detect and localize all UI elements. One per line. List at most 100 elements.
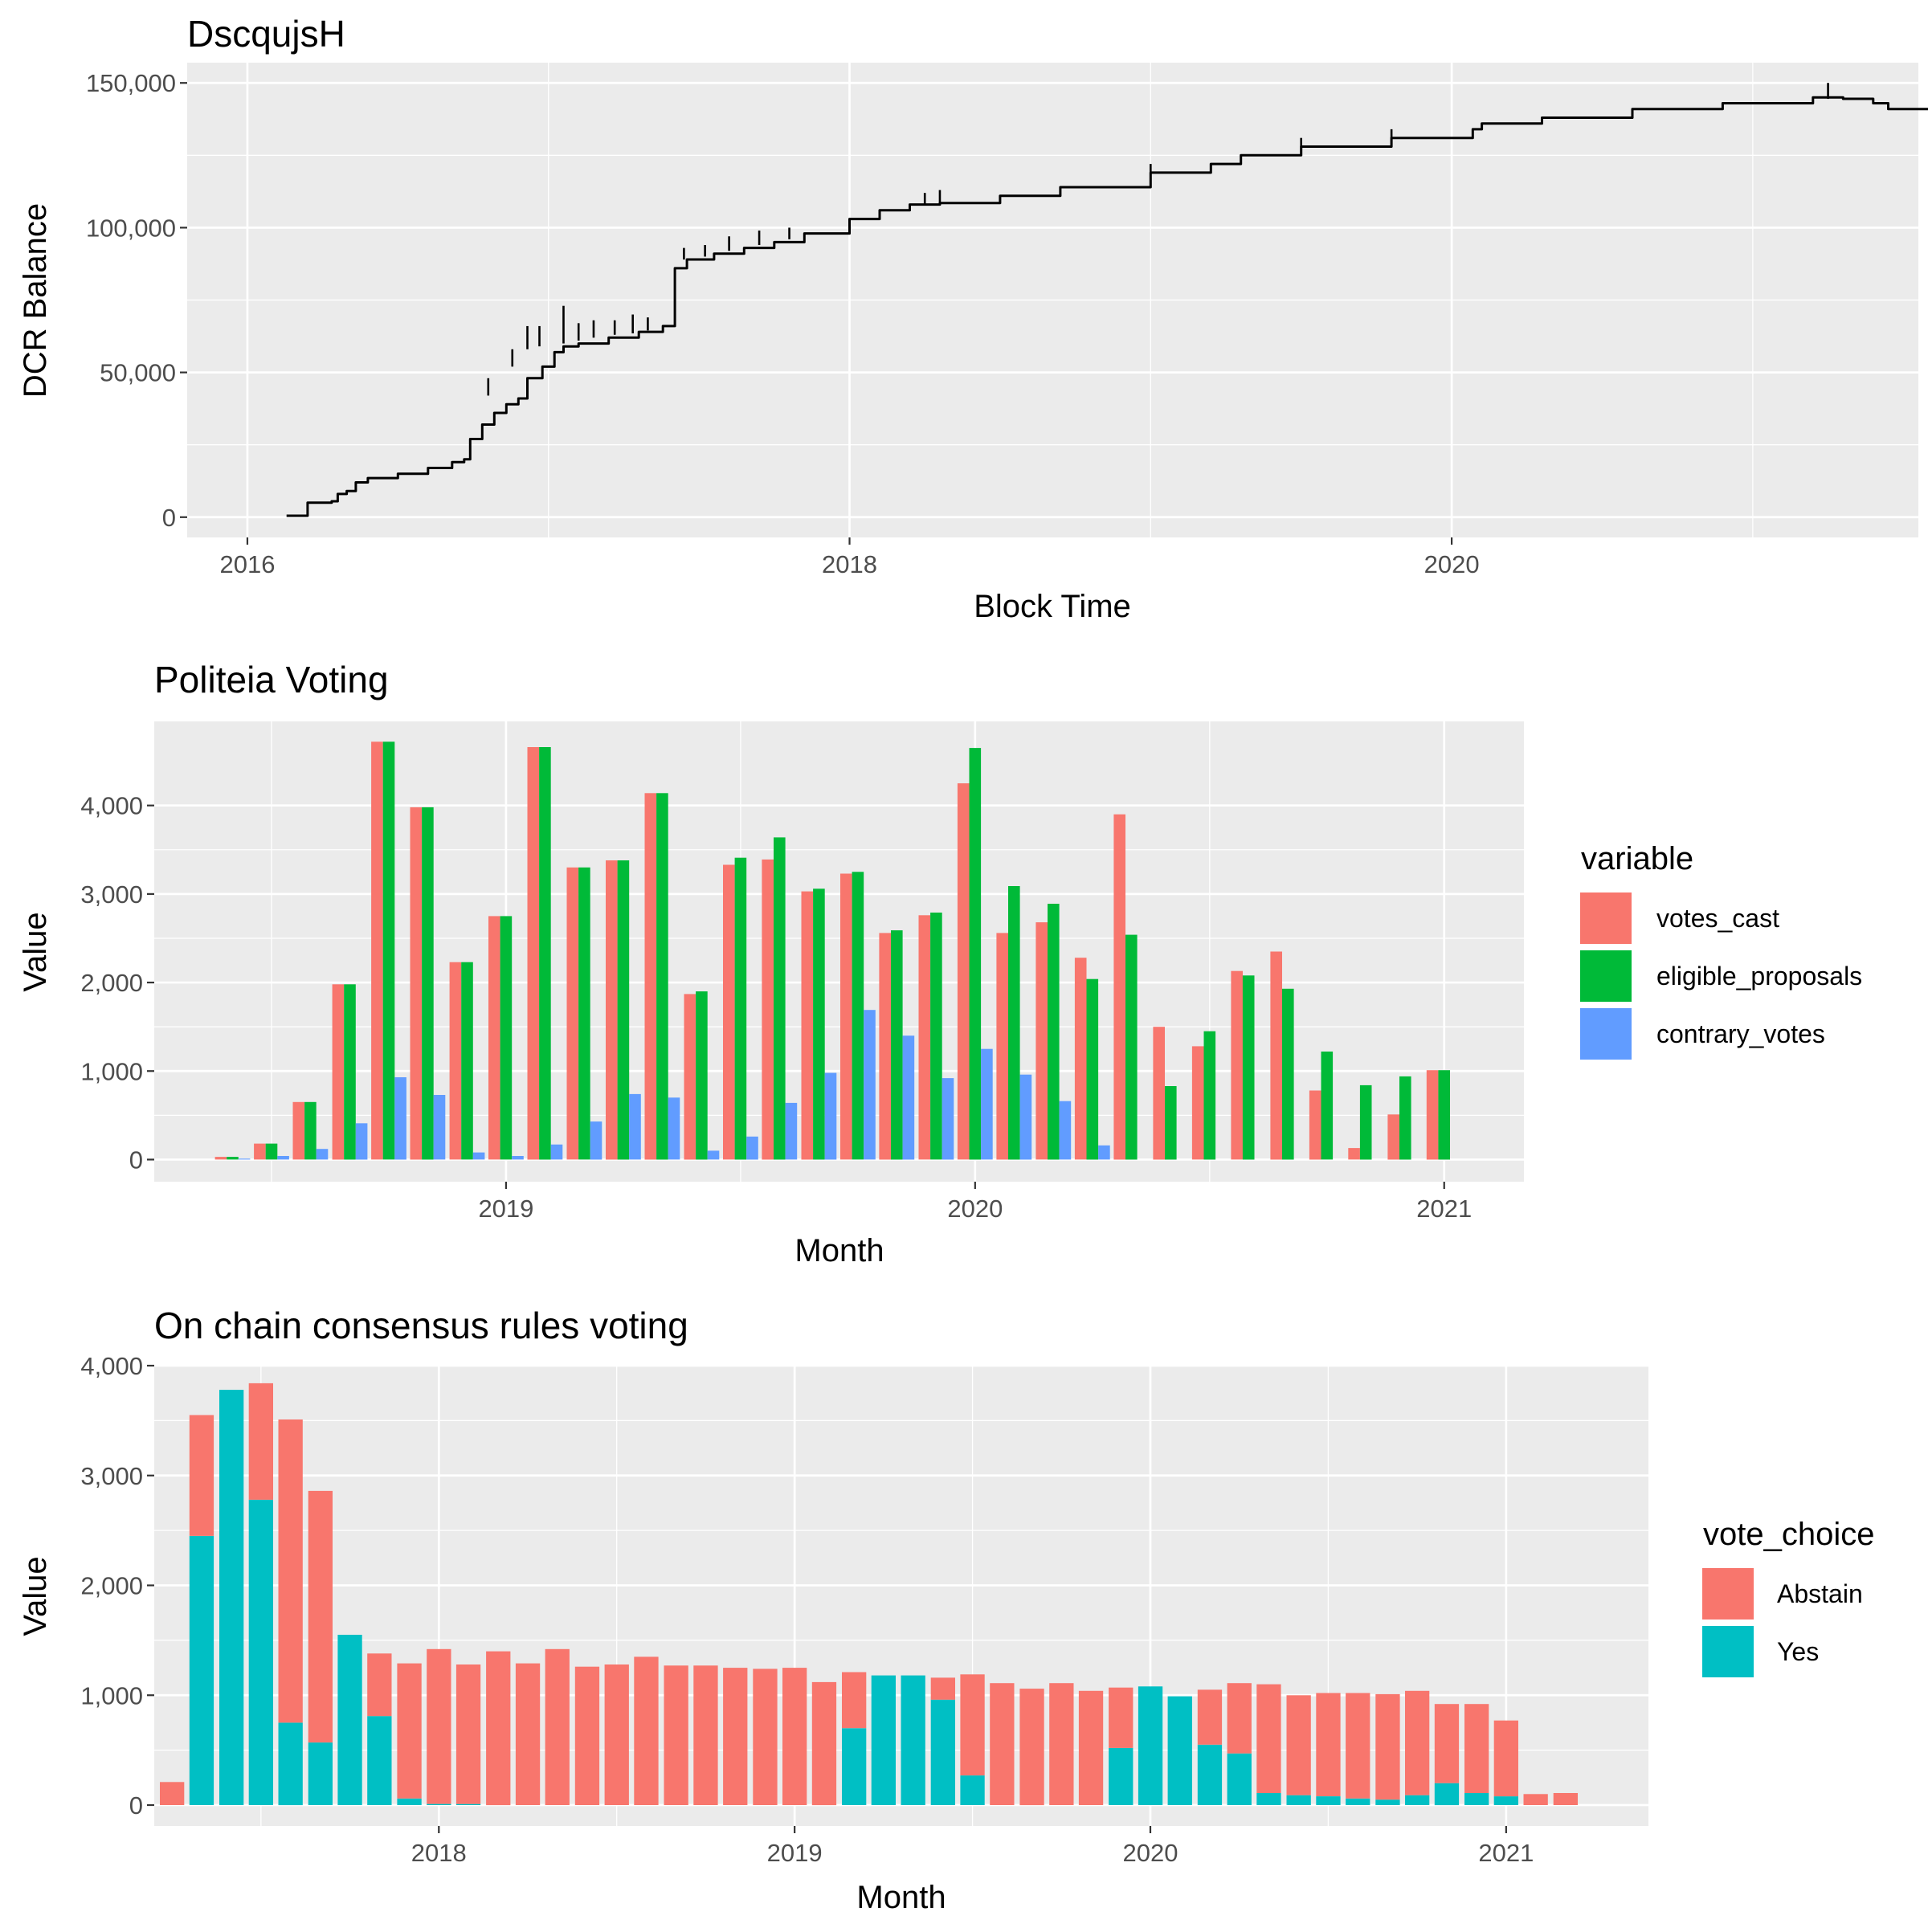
legend-label: Abstain (1777, 1579, 1863, 1608)
bar-contrary-votes (590, 1121, 602, 1160)
bar-contrary-votes (1098, 1145, 1110, 1160)
bar-yes (278, 1722, 303, 1806)
x-axis: 2019 2020 2021 (478, 1182, 1472, 1223)
bar-yes (1197, 1744, 1223, 1805)
y-tick-label: 50,000 (100, 359, 176, 387)
bar-abstain (367, 1653, 392, 1717)
bar-contrary-votes (824, 1072, 837, 1160)
bar-abstain (1109, 1687, 1134, 1748)
x-tick-label: 2021 (1416, 1195, 1472, 1223)
chart-title: Politeia Voting (154, 659, 389, 701)
bar-abstain (990, 1683, 1015, 1805)
bar-abstain (811, 1681, 837, 1806)
bar-eligible-proposals (1008, 886, 1020, 1160)
bar-yes (1464, 1793, 1489, 1805)
bar-abstain (634, 1656, 659, 1805)
chart-title: On chain consensus rules voting (154, 1305, 688, 1346)
bar-abstain (1346, 1693, 1370, 1799)
bar-votes-cast (918, 915, 931, 1160)
bar-votes-cast (1231, 970, 1243, 1160)
bar-contrary-votes (277, 1156, 289, 1160)
consensus-bars (160, 1383, 1578, 1806)
bar-votes-cast (332, 984, 345, 1160)
bar-yes (397, 1798, 422, 1805)
bar-contrary-votes (355, 1123, 368, 1160)
balance-line-series (286, 83, 1928, 517)
legend-swatch (1579, 1007, 1633, 1061)
bar-votes-cast (606, 860, 618, 1160)
x-tick-label: 2016 (219, 550, 275, 578)
bar-votes-cast (879, 933, 891, 1160)
bar-eligible-proposals (1165, 1086, 1177, 1160)
bar-eligible-proposals (304, 1101, 317, 1160)
bar-contrary-votes (707, 1150, 720, 1160)
bar-votes-cast (410, 807, 423, 1160)
bar-abstain (1316, 1693, 1341, 1796)
legend-swatch (1701, 1624, 1755, 1679)
legend-label: votes_cast (1656, 904, 1779, 933)
bar-votes-cast (371, 741, 383, 1160)
bar-yes (1256, 1793, 1281, 1805)
bar-yes (901, 1675, 925, 1805)
bar-eligible-proposals (891, 930, 903, 1160)
y-axis: 0 1,000 2,000 3,000 4,000 (80, 792, 154, 1174)
y-tick-label: 4,000 (80, 792, 143, 820)
bar-eligible-proposals (265, 1143, 278, 1160)
bar-abstain (1523, 1794, 1548, 1805)
bar-eligible-proposals (578, 867, 590, 1160)
bar-votes-cast (801, 891, 814, 1160)
bar-votes-cast (292, 1101, 305, 1160)
bar-yes (1493, 1796, 1518, 1805)
bar-yes (1316, 1796, 1341, 1805)
x-tick-label: 2019 (767, 1839, 823, 1867)
y-tick-label: 4,000 (80, 1352, 143, 1380)
y-tick-label: 100,000 (86, 214, 176, 242)
bar-contrary-votes (746, 1136, 758, 1160)
bar-contrary-votes (512, 1156, 524, 1160)
bar-abstain (308, 1490, 333, 1743)
bar-votes-cast (840, 873, 852, 1160)
bar-eligible-proposals (382, 741, 395, 1160)
x-tick-label: 2018 (411, 1839, 467, 1867)
bar-abstain (1553, 1793, 1578, 1805)
bar-eligible-proposals (227, 1157, 239, 1160)
bar-abstain (189, 1415, 214, 1536)
bar-votes-cast (684, 994, 696, 1160)
bar-eligible-proposals (500, 916, 513, 1160)
legend-title: variable (1581, 841, 1693, 876)
bar-votes-cast (1035, 922, 1048, 1160)
bar-eligible-proposals (1242, 975, 1255, 1160)
y-axis-title: Value (18, 912, 53, 991)
bar-votes-cast (1074, 958, 1087, 1160)
y-tick-label: 150,000 (86, 69, 176, 97)
x-tick-label: 2019 (478, 1195, 533, 1223)
bar-yes (1375, 1799, 1400, 1805)
bar-yes (1138, 1686, 1163, 1805)
bar-eligible-proposals (1203, 1031, 1216, 1160)
bar-yes (248, 1499, 273, 1805)
bar-yes (1405, 1795, 1430, 1805)
bar-contrary-votes (902, 1035, 915, 1160)
bar-abstain (1493, 1720, 1518, 1797)
bar-eligible-proposals (813, 888, 825, 1160)
bar-yes (1286, 1795, 1311, 1805)
bar-contrary-votes (550, 1144, 563, 1160)
bar-abstain (160, 1782, 185, 1805)
bar-abstain (664, 1665, 688, 1805)
bar-contrary-votes (316, 1149, 329, 1160)
bar-votes-cast (214, 1157, 227, 1160)
bar-abstain (1197, 1689, 1223, 1745)
bar-abstain (455, 1664, 481, 1804)
bar-contrary-votes (981, 1048, 993, 1160)
bar-contrary-votes (394, 1077, 406, 1160)
bar-abstain (397, 1663, 422, 1799)
bar-abstain (515, 1663, 541, 1805)
bar-eligible-proposals (1086, 978, 1099, 1160)
legend-label: Yes (1777, 1637, 1819, 1666)
politeia-panel: 0 1,000 2,000 3,000 4,000 2019 2020 2021 Polit… (18, 659, 1862, 1268)
x-axis-title: Month (794, 1233, 884, 1268)
bar-yes (1434, 1783, 1460, 1806)
bar-yes (367, 1716, 392, 1805)
